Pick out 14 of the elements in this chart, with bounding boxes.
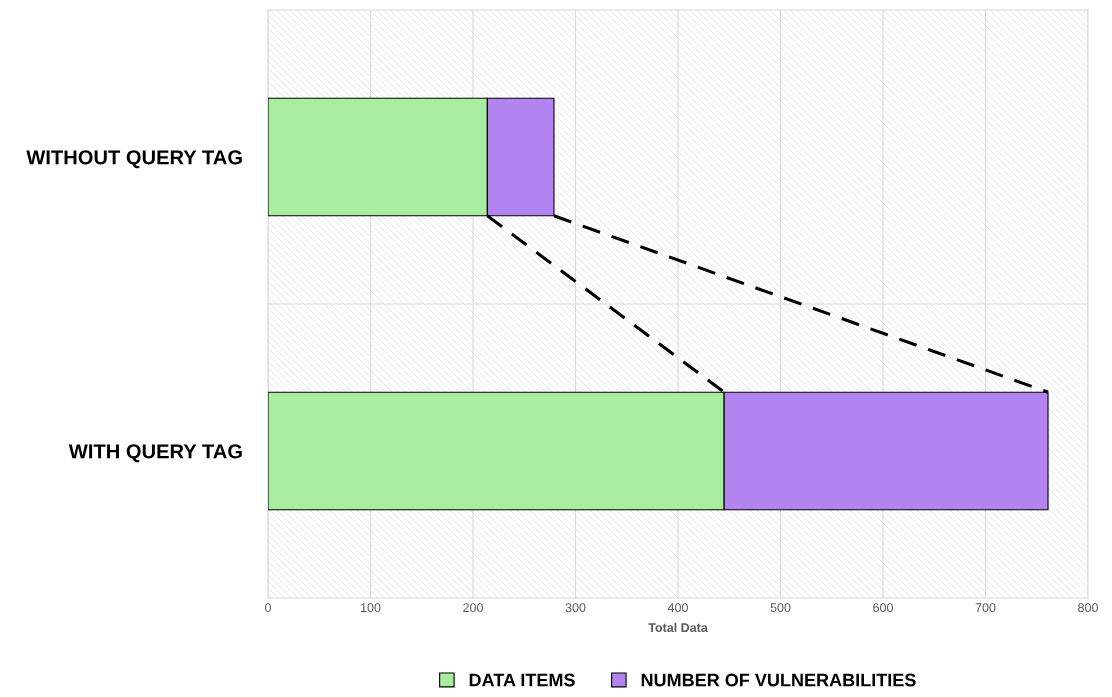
x-tick-label: 600 [873, 603, 893, 613]
x-tick-label: 400 [667, 603, 688, 613]
y-tick-label: WITH QUERY TAG [68, 444, 242, 463]
x-axis-title: Total Data [648, 622, 708, 633]
x-tick-label: 200 [463, 603, 483, 613]
x-tick-label: 100 [361, 603, 381, 613]
x-tick-label: 800 [1078, 603, 1098, 613]
x-tick-label: 500 [770, 603, 791, 613]
legend-label: NUMBER OF VULNERABILITIES [641, 673, 916, 687]
y-tick-label: WITHOUT QUERY TAG [26, 150, 242, 169]
x-tick-label: 300 [565, 603, 586, 613]
legend-label: DATA ITEMS [469, 673, 575, 687]
x-tick-label: 700 [975, 603, 996, 613]
x-tick-label: 0 [265, 603, 271, 613]
